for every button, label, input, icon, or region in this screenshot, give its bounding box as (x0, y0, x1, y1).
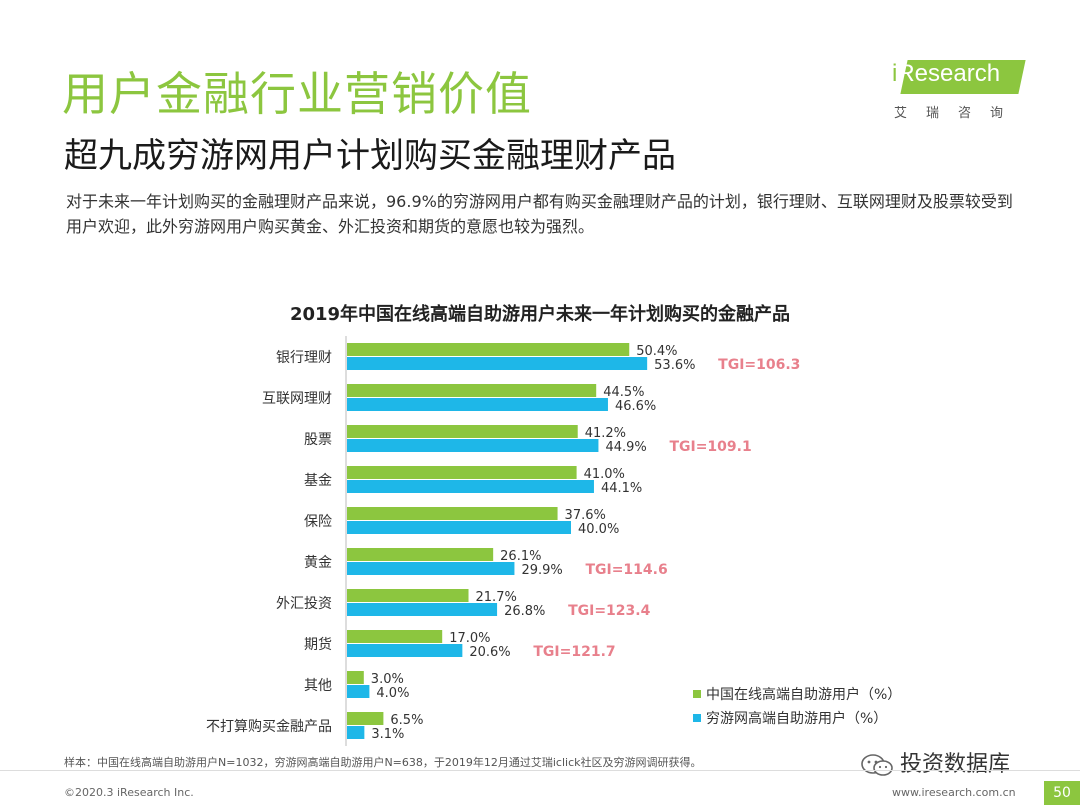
legend-swatch (693, 714, 701, 722)
bar-series1 (347, 589, 469, 602)
tgi-label: TGI=121.7 (533, 644, 615, 660)
bar-series2 (347, 603, 498, 616)
data-label: 53.6% (654, 358, 695, 373)
data-label: 40.0% (578, 522, 619, 537)
category-label: 互联网理财 (262, 391, 332, 407)
chart-title: 2019年中国在线高端自助游用户未来一年计划购买的金融产品 (289, 304, 791, 325)
category-label: 外汇投资 (276, 596, 332, 612)
legend-label: 中国在线高端自助游用户（%） (706, 686, 901, 703)
bar-series1 (347, 343, 630, 356)
logo-subtitle: 艾瑞咨询 (894, 106, 1023, 121)
data-label: 6.5% (390, 713, 423, 728)
data-label: 29.9% (521, 563, 562, 578)
footer-divider (0, 770, 1080, 771)
category-label: 黄金 (304, 554, 332, 571)
bar-series1 (347, 712, 384, 725)
bar-series2 (347, 644, 463, 657)
bar-series2 (347, 398, 608, 411)
data-label: 44.9% (605, 440, 646, 455)
bar-series1 (347, 630, 443, 643)
bar-series2 (347, 357, 648, 370)
bar-series2 (347, 439, 599, 452)
bar-series2 (347, 562, 515, 575)
copyright: ©2020.3 iResearch Inc. (64, 786, 194, 799)
logo-i: i (892, 60, 898, 87)
data-label: 26.1% (500, 549, 541, 564)
data-label: 50.4% (636, 344, 677, 359)
category-label: 银行理财 (276, 350, 332, 366)
bar-series1 (347, 507, 558, 520)
tgi-label: TGI=106.3 (718, 357, 800, 373)
logo-research: Research (897, 60, 1001, 87)
tgi-label: TGI=109.1 (669, 439, 751, 455)
bar-series1 (347, 425, 578, 438)
bar-series2 (347, 480, 594, 493)
data-label: 21.7% (476, 590, 517, 605)
wechat-icon (861, 754, 893, 776)
page-number: 50 (1044, 781, 1080, 805)
data-label: 3.1% (371, 727, 404, 742)
website-link[interactable]: www.iresearch.com.cn (892, 786, 1016, 799)
bar-series2 (347, 521, 571, 534)
tgi-label: TGI=123.4 (568, 603, 651, 619)
data-label: 20.6% (469, 645, 510, 660)
data-label: 17.0% (449, 631, 490, 646)
data-label: 37.6% (565, 508, 606, 523)
data-label: 4.0% (376, 686, 409, 701)
data-label: 3.0% (371, 672, 404, 687)
category-label: 不打算购买金融产品 (206, 718, 332, 735)
data-label: 44.5% (603, 385, 644, 400)
category-label: 其他 (304, 678, 332, 694)
data-label: 46.6% (615, 399, 656, 414)
bar-series1 (347, 466, 577, 479)
bar-series1 (347, 548, 494, 561)
data-label: 26.8% (504, 604, 545, 619)
data-label: 41.2% (585, 426, 626, 441)
iresearch-logo: iResearch 艾瑞咨询 (890, 56, 1030, 126)
watermark: 投资数据库 (860, 746, 1010, 778)
tgi-label: TGI=114.6 (585, 562, 667, 578)
description-text: 对于未来一年计划购买的金融理财产品来说，96.9%的穷游网用户都有购买金融理财产… (66, 192, 1013, 236)
logo-wordmark: iResearch (892, 60, 1000, 88)
category-label: 基金 (304, 472, 332, 489)
page-title: 用户金融行业营销价值 (62, 67, 532, 121)
watermark-text: 投资数据库 (900, 752, 1011, 777)
bar-series2 (347, 726, 365, 739)
legend-swatch (693, 690, 701, 698)
category-label: 股票 (304, 432, 332, 448)
bar-series1 (347, 671, 364, 684)
category-label: 保险 (304, 514, 332, 530)
page-subtitle: 超九成穷游网用户计划购买金融理财产品 (64, 136, 676, 176)
bar-series1 (347, 384, 597, 397)
source-note: 样本：中国在线高端自助游用户N=1032，穷游网高端自助游用户N=638，于20… (64, 756, 702, 769)
data-label: 41.0% (584, 467, 625, 482)
legend-label: 穷游网高端自助游用户（%） (706, 710, 887, 727)
bar-series2 (347, 685, 370, 698)
data-label: 44.1% (601, 481, 642, 496)
category-label: 期货 (304, 636, 332, 653)
